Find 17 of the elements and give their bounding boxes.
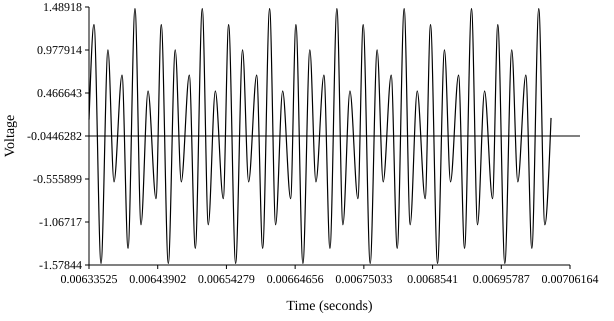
x-tick-label: 0.00654279 xyxy=(198,272,255,286)
y-tick-label: -0.0446282 xyxy=(27,129,82,144)
y-tick-label: 0.977914 xyxy=(37,43,82,58)
x-tick-label: 0.00706164 xyxy=(542,272,598,286)
y-tick-label: -1.06717 xyxy=(39,215,82,230)
y-tick-label: -0.555899 xyxy=(33,172,82,186)
x-tick-label: 0.00675033 xyxy=(335,272,392,286)
y-tick-label: 1.48918 xyxy=(43,0,82,14)
x-tick-label: 0.00664656 xyxy=(266,272,324,286)
y-tick-label: -1.57844 xyxy=(39,258,82,272)
x-tick-label: 0.00643902 xyxy=(129,272,186,286)
y-axis-title: Voltage xyxy=(3,114,18,158)
x-tick-label: 0.0068541 xyxy=(407,272,458,286)
y-tick-label: 0.466643 xyxy=(37,86,82,100)
x-tick-label: 0.00633525 xyxy=(60,272,118,286)
x-axis-title: Time (seconds) xyxy=(286,299,373,314)
x-tick-label: 0.00695787 xyxy=(472,272,530,286)
